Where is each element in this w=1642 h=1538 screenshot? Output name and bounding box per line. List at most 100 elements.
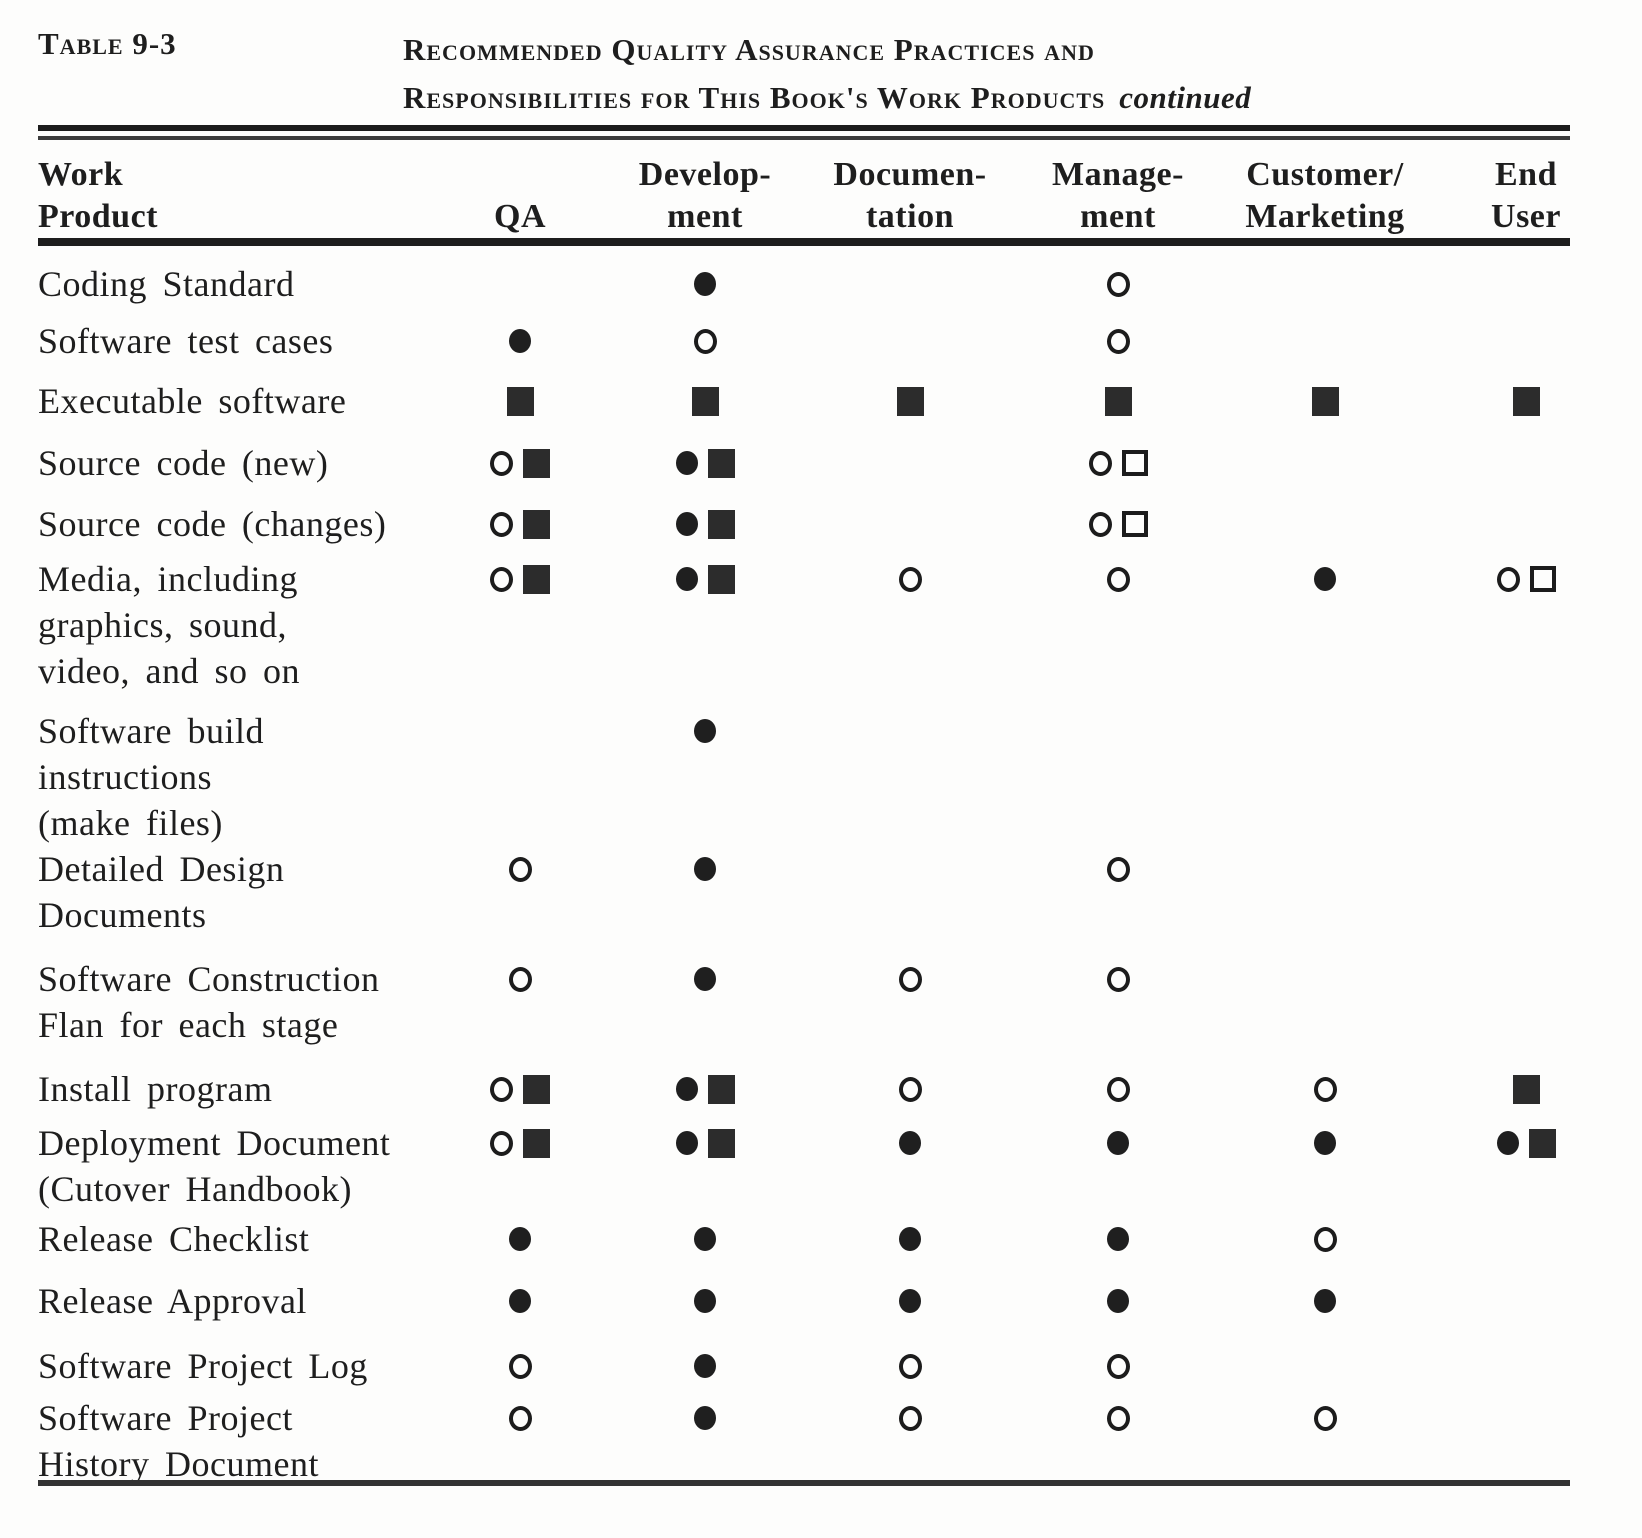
cell-management [1012, 1395, 1224, 1441]
open-circle-icon [490, 566, 513, 592]
cell-documentation [808, 378, 1012, 424]
table-title-line2-text: Responsibilities for This Book's Work Pr… [403, 80, 1106, 115]
cell-end-user [1426, 1066, 1626, 1112]
column-header-management: Manage- ment [1052, 156, 1184, 235]
open-circle-icon [898, 966, 922, 992]
cell-qa [438, 261, 602, 307]
filled-circle-icon [694, 719, 716, 743]
table-header-row: Work Product QA Develop- ment Documen- t… [0, 150, 1642, 238]
filled-square-icon [896, 386, 924, 416]
cell-documentation [808, 1066, 1012, 1112]
filled-circle-icon [675, 567, 698, 591]
top-double-rule-lower [38, 136, 1570, 140]
open-circle-icon [1106, 1405, 1130, 1431]
filled-square-icon [691, 386, 719, 416]
cell-end-user [1426, 318, 1626, 364]
cell-documentation [808, 1278, 1012, 1324]
cell-documentation [808, 1343, 1012, 1389]
column-header-qa: QA [494, 198, 546, 235]
cell-development [602, 1395, 808, 1441]
open-circle-icon [1313, 1405, 1337, 1431]
filled-circle-icon [1496, 1131, 1519, 1155]
filled-circle-icon [694, 1289, 716, 1313]
filled-circle-icon [694, 1227, 716, 1251]
filled-circle-icon [675, 1077, 698, 1101]
cell-qa [438, 1395, 602, 1441]
filled-square-icon [506, 386, 534, 416]
cell-documentation [808, 708, 1012, 754]
filled-circle-icon [509, 329, 531, 353]
cell-qa [438, 501, 602, 547]
cell-management [1012, 1120, 1224, 1166]
filled-circle-icon [675, 512, 698, 536]
top-double-rule-upper [38, 125, 1570, 131]
cell-development [602, 1278, 808, 1324]
column-header-development: Develop- ment [638, 156, 772, 235]
cell-development [602, 1066, 808, 1112]
open-square-icon [1121, 450, 1148, 476]
cell-end-user [1426, 956, 1626, 1002]
cell-development [602, 318, 808, 364]
filled-circle-icon [694, 272, 716, 296]
cell-development [602, 846, 808, 892]
filled-square-icon [523, 1074, 550, 1104]
filled-square-icon [707, 1128, 735, 1158]
cell-end-user [1426, 378, 1626, 424]
column-header-documentation: Documen- tation [833, 156, 987, 235]
work-product-label: Software Project History Document [38, 1398, 319, 1484]
cell-documentation [808, 956, 1012, 1002]
cell-qa [438, 1216, 602, 1262]
open-circle-icon [1106, 328, 1130, 354]
table-title-line1: Recommended Quality Assurance Practices … [403, 32, 1095, 67]
work-product-label: Media, including graphics, sound, video,… [38, 559, 300, 691]
filled-circle-icon [899, 1131, 921, 1155]
cell-end-user [1426, 708, 1626, 754]
cell-customer-marketing [1224, 1066, 1426, 1112]
filled-circle-icon [899, 1289, 921, 1313]
cell-qa [438, 846, 602, 892]
filled-circle-icon [694, 967, 716, 991]
cell-end-user [1426, 1278, 1626, 1324]
cell-customer-marketing [1224, 846, 1426, 892]
open-circle-icon [508, 1353, 532, 1379]
cell-customer-marketing [1224, 501, 1426, 547]
column-header-customer-marketing: Customer/ Marketing [1245, 156, 1405, 235]
open-circle-icon [898, 1076, 922, 1102]
cell-qa [438, 708, 602, 754]
filled-circle-icon [694, 1354, 716, 1378]
filled-circle-icon [675, 1131, 698, 1155]
cell-management [1012, 1343, 1224, 1389]
cell-management [1012, 261, 1224, 307]
open-circle-icon [1313, 1076, 1337, 1102]
cell-customer-marketing [1224, 261, 1426, 307]
filled-circle-icon [694, 1406, 716, 1430]
filled-square-icon [707, 509, 735, 539]
cell-documentation [808, 1395, 1012, 1441]
open-circle-icon [1106, 1353, 1130, 1379]
filled-circle-icon [1314, 1289, 1336, 1313]
cell-development [602, 1120, 808, 1166]
cell-development [602, 261, 808, 307]
open-circle-icon [1088, 450, 1112, 476]
cell-development [602, 1343, 808, 1389]
cell-management [1012, 378, 1224, 424]
cell-documentation [808, 261, 1012, 307]
open-circle-icon [898, 1353, 922, 1379]
open-circle-icon [1106, 566, 1130, 592]
work-product-label: Coding Standard [38, 264, 295, 304]
filled-circle-icon [1107, 1227, 1129, 1251]
work-product-label: Software build instructions (make files) [38, 711, 264, 843]
table-bottom-rule [38, 1480, 1570, 1486]
cell-management [1012, 708, 1224, 754]
open-circle-icon [490, 1076, 513, 1102]
cell-customer-marketing [1224, 440, 1426, 486]
cell-customer-marketing [1224, 1278, 1426, 1324]
open-circle-icon [1088, 511, 1112, 537]
header-bottom-rule [38, 238, 1570, 246]
cell-management [1012, 318, 1224, 364]
filled-square-icon [1512, 386, 1540, 416]
filled-circle-icon [675, 451, 698, 475]
cell-customer-marketing [1224, 1120, 1426, 1166]
cell-end-user [1426, 1395, 1626, 1441]
